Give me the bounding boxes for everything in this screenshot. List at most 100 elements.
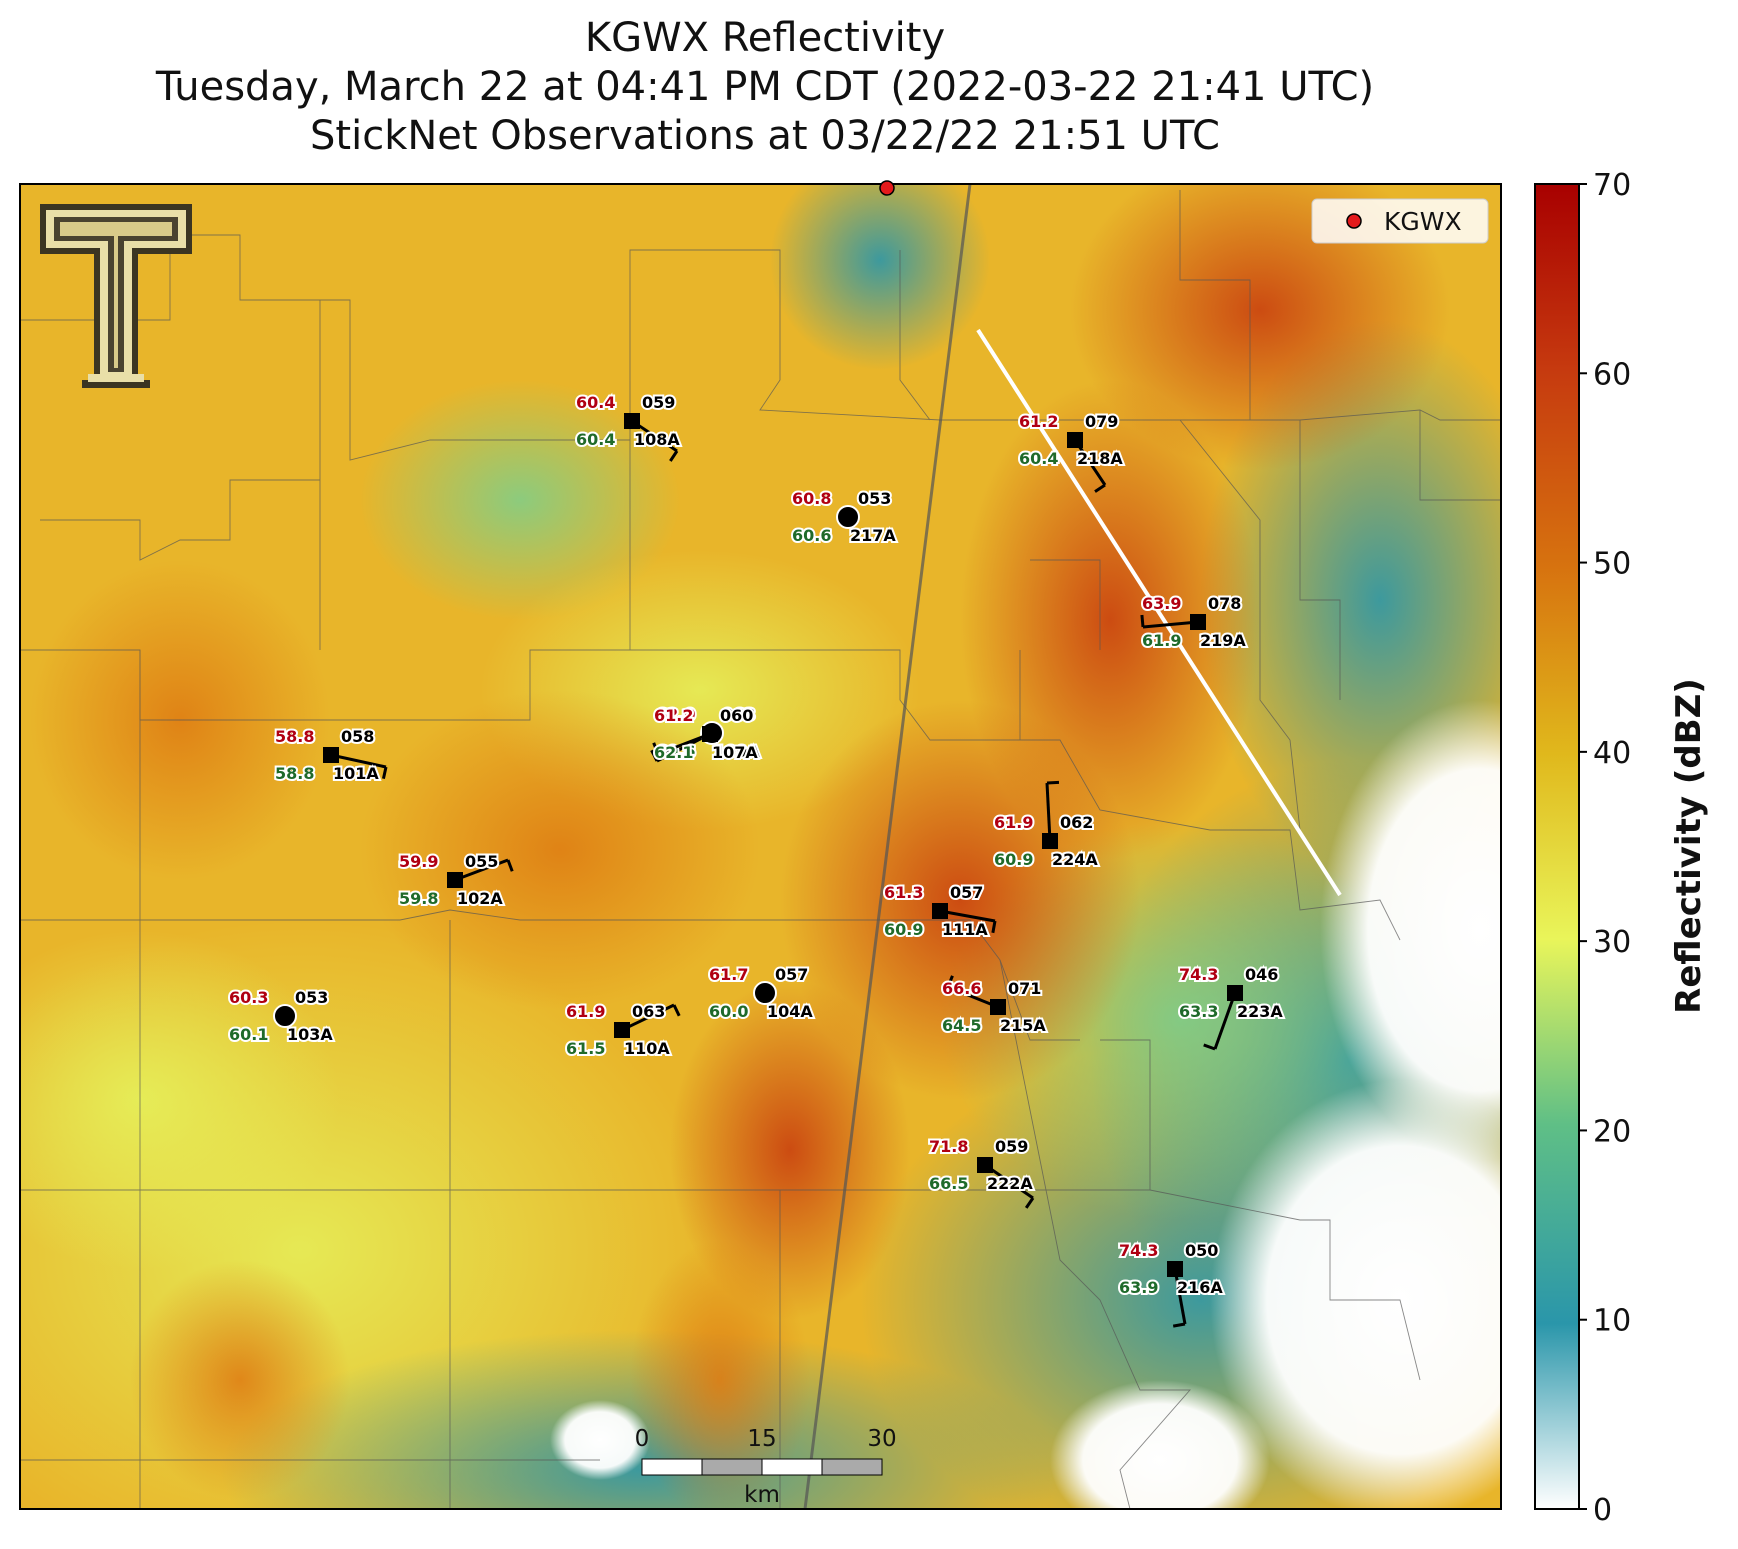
station-marker	[753, 981, 777, 1005]
station-id: 101A	[333, 764, 379, 783]
station-110A[interactable]: 61.9 063 61.5 110A	[564, 1000, 681, 1060]
station-id: 218A	[1077, 449, 1123, 468]
station-marker	[1190, 614, 1206, 630]
station-108A[interactable]: 60.4 059 60.4 108A	[574, 391, 682, 462]
reflectivity-field	[630, 1240, 810, 1509]
reflectivity-field	[360, 690, 760, 1010]
station-marker	[614, 1022, 630, 1038]
legend-marker-icon	[1346, 213, 1362, 229]
station-107A[interactable]: 61.2 060 62.1 107A	[652, 704, 760, 764]
track-line	[803, 184, 972, 1509]
station-temperature: 60.4	[576, 393, 615, 412]
station-temperature: 59.9	[399, 852, 438, 871]
station-224A[interactable]: 61.9 062 60.9 224A	[992, 780, 1100, 871]
radar-map	[20, 184, 1501, 1509]
wind-barb-flag	[506, 859, 514, 872]
wind-barb-flag	[669, 450, 679, 462]
station-id: 110A	[624, 1039, 670, 1058]
colorbar-tick-label: 0	[1593, 1493, 1612, 1528]
station-223A[interactable]: 74.3 046 63.3 223A	[1177, 963, 1285, 1051]
wind-barb-flag	[650, 749, 659, 762]
wind-barb-flag	[1024, 1197, 1035, 1209]
station-temperature: 61.3	[884, 883, 923, 902]
station-temperature: 71.8	[929, 1137, 968, 1156]
station-id: 103A	[287, 1025, 333, 1044]
station-pressure: 059	[995, 1137, 1028, 1156]
sticknet-stations: 60.4 059 60.4 108A 60.8 053 60.6 217A 61.2 079 60.…	[227, 391, 1285, 1328]
legend-label: KGWX	[1384, 207, 1462, 236]
wind-barb-flag	[1046, 780, 1060, 785]
wind-barb	[621, 1003, 675, 1032]
wind-barb	[1213, 992, 1237, 1050]
reflectivity-field	[770, 184, 990, 370]
scale-segment	[701, 1458, 763, 1476]
station-pressure: 063	[722, 705, 755, 724]
map-frame	[19, 183, 1502, 1510]
station-marker	[624, 413, 640, 429]
station-104A[interactable]: 61.7 057 60.0 104A	[707, 963, 815, 1023]
colorbar-tick-label: 70	[1593, 168, 1631, 203]
wind-barb	[330, 753, 387, 769]
station-marker	[273, 1004, 297, 1028]
scale-label-0: 0	[635, 1426, 650, 1452]
station-pressure: 057	[950, 883, 983, 902]
reflectivity-field	[780, 700, 1140, 1100]
no-echo-area	[1210, 1080, 1501, 1509]
station-dewpoint: 64.5	[942, 1016, 981, 1035]
station-dewpoint: 62.1	[654, 743, 693, 762]
station-dewpoint: 66.5	[929, 1174, 968, 1193]
radar-site-marker	[879, 180, 895, 196]
station-222A[interactable]: 71.8 059 66.5 222A	[927, 1135, 1035, 1209]
station-dewpoint: 60.4	[576, 430, 615, 449]
station-id: 108A	[634, 430, 680, 449]
station-pressure: 060	[720, 706, 753, 725]
station-215A[interactable]: 66.6 071 64.5 215A	[940, 975, 1048, 1037]
station-dewpoint: 60.4	[1019, 449, 1058, 468]
wind-barb-flag	[672, 1004, 681, 1017]
station-217A[interactable]: 60.8 053 60.6 217A	[790, 487, 898, 547]
station-temperature: 66.6	[942, 979, 981, 998]
station-marker	[932, 903, 948, 919]
station-216A[interactable]: 74.3 050 63.9 216A	[1117, 1239, 1225, 1328]
colorbar-tick-label: 60	[1593, 357, 1631, 392]
station-id: 111A	[942, 920, 988, 939]
station-pressure: 078	[1208, 594, 1241, 613]
station-pressure: 053	[858, 489, 891, 508]
station-temperature: 62.0	[656, 705, 695, 724]
station-111A[interactable]: 61.3 057 60.9 111A	[882, 881, 997, 941]
data-gap-radial	[976, 328, 1342, 897]
county-boundaries	[20, 190, 1501, 1509]
wind-barb-flag	[652, 742, 660, 755]
station-dewpoint: 63.9	[1119, 1278, 1158, 1297]
legend-box	[1311, 198, 1489, 244]
station-marker	[977, 1157, 993, 1173]
station-pressure: 053	[295, 988, 328, 1007]
station-102A[interactable]: 59.9 055 59.8 102A	[397, 850, 514, 910]
station-marker	[990, 999, 1006, 1015]
station-dewpoint: 60.1	[229, 1025, 268, 1044]
station-temperature: 61.7	[709, 965, 748, 984]
colorbar-tick-label: 40	[1593, 736, 1631, 771]
scale-segment	[761, 1458, 823, 1476]
wind-barb	[947, 985, 999, 1009]
scale-segment	[821, 1458, 883, 1476]
title-line-2: Tuesday, March 22 at 04:41 PM CDT (2022-…	[155, 64, 1375, 110]
station-temperature: 61.2	[1019, 412, 1058, 431]
colorbar-tick-label: 10	[1593, 1304, 1631, 1339]
wind-barb-flag	[381, 766, 388, 780]
station-pressure: 059	[642, 393, 675, 412]
station-109A[interactable]: 62.0 063 60.6 109A	[650, 703, 762, 763]
wind-barb-flag	[1094, 483, 1106, 493]
colorbar-tick-label: 20	[1593, 1114, 1631, 1149]
station-marker	[1067, 432, 1083, 448]
station-temperature: 60.3	[229, 988, 268, 1007]
station-103A[interactable]: 60.3 053 60.1 103A	[227, 986, 335, 1046]
logo-shape	[60, 222, 172, 368]
station-id: 216A	[1177, 1278, 1223, 1297]
colorbar: 0 10 20 30 40 50 60 70 Reflectivity (dBZ)	[1534, 168, 1709, 1528]
colorbar-ticks: 0 10 20 30 40 50 60 70	[1579, 168, 1631, 1528]
station-101A[interactable]: 58.8 058 58.8 101A	[273, 725, 388, 785]
station-marker	[702, 726, 718, 742]
station-218A[interactable]: 61.2 079 60.4 218A	[1017, 410, 1125, 493]
station-219A[interactable]: 63.9 078 61.9 219A	[1140, 592, 1248, 652]
